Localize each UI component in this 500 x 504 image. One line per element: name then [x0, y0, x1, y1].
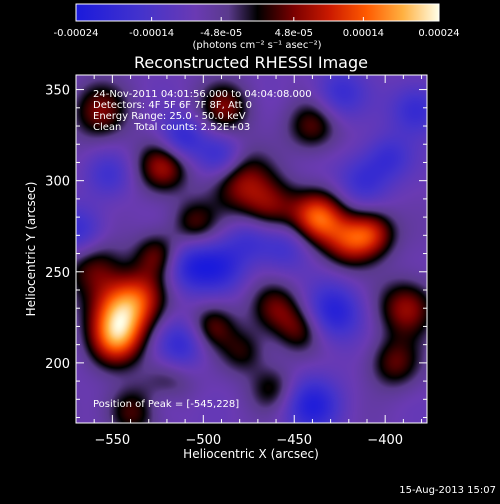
x-tick-label: −450 — [276, 433, 312, 448]
colorbar-tick-label: 0.00024 — [418, 28, 459, 39]
colorbar-tick-label: -0.00024 — [54, 28, 99, 39]
x-tick-label: −550 — [95, 433, 131, 448]
annotation-detectors: Detectors: 4F 5F 6F 7F 8F, Att 0 — [93, 100, 252, 111]
x-axis-title: Heliocentric X (arcsec) — [183, 447, 319, 461]
colorbar-tick-label: -4.8e-05 — [200, 28, 242, 39]
footer-timestamp: 15-Aug-2013 15:07 — [399, 485, 496, 496]
colorbar-tick-label: -0.00014 — [129, 28, 174, 39]
colorbar-ticks: -0.00024 -0.00014 -4.8e-05 4.8e-05 0.00014 0.… — [54, 17, 460, 39]
heatmap-image — [76, 75, 427, 423]
annotation-energy-range: Energy Range: 25.0 - 50.0 keV — [93, 111, 246, 122]
y-tick-label: 200 — [45, 357, 70, 372]
annotation-peak-position: Position of Peak = [-545,228] — [93, 399, 239, 410]
colorbar-tick-label: 0.00014 — [343, 28, 384, 39]
chart-title: Reconstructed RHESSI Image — [134, 53, 368, 72]
y-tick-label: 250 — [45, 266, 70, 281]
annotation-time-range: 24-Nov-2011 04:01:56.000 to 04:04:08.000 — [93, 89, 312, 100]
x-tick-label: −400 — [367, 433, 403, 448]
y-tick-label: 300 — [45, 175, 70, 190]
plot-frame — [75, 74, 428, 424]
y-axis-title: Heliocentric Y (arcsec) — [24, 182, 38, 317]
colorbar-tick-label: 4.8e-05 — [275, 28, 313, 39]
axis-ticks: −550 −500 −450 −400 200 250 300 350 — [45, 75, 427, 448]
colorbar — [75, 3, 440, 22]
annotation-clean-counts: Clean Total counts: 2.52E+03 — [93, 122, 250, 133]
y-tick-label: 350 — [45, 84, 70, 99]
x-tick-label: −500 — [185, 433, 221, 448]
colorbar-units-label: (photons cm⁻² s⁻¹ asec⁻²) — [192, 40, 321, 51]
